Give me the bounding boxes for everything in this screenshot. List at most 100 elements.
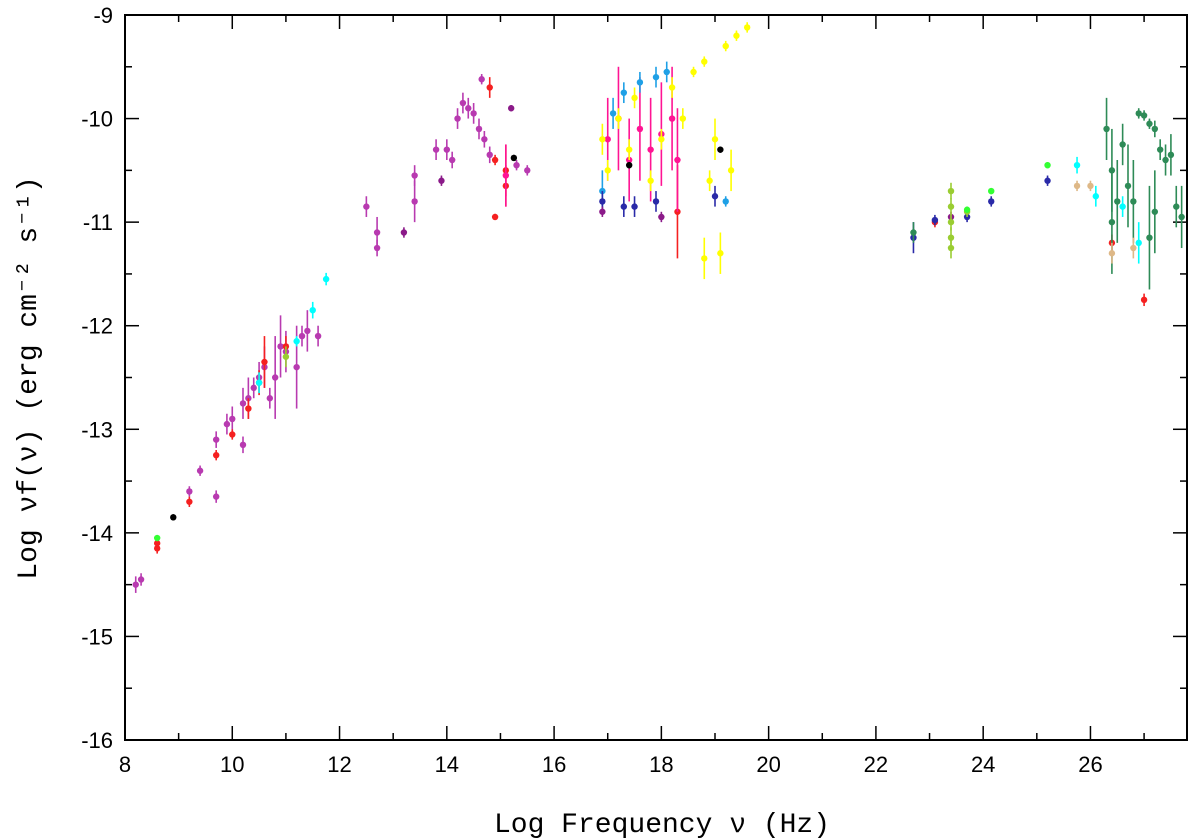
data-point	[947, 244, 955, 252]
data-point	[465, 105, 472, 112]
data-point	[266, 395, 274, 402]
data-point	[510, 154, 518, 162]
data-point	[524, 167, 531, 174]
data-point	[481, 136, 488, 143]
data-point	[668, 115, 676, 122]
data-point	[1124, 182, 1132, 190]
data-point	[663, 68, 670, 76]
y-tick-label: -14	[81, 521, 113, 546]
data-point	[647, 146, 654, 153]
data-point	[1119, 203, 1126, 210]
data-point	[1178, 213, 1185, 221]
data-point	[722, 198, 729, 205]
data-point	[186, 498, 193, 505]
data-point	[1162, 156, 1169, 164]
data-point	[1156, 146, 1164, 153]
data-point	[1044, 177, 1051, 184]
data-point	[212, 451, 220, 459]
data-point	[599, 208, 606, 215]
x-tick-label: 24	[971, 752, 995, 777]
data-point	[223, 420, 231, 428]
data-point	[1151, 208, 1159, 215]
series-11	[153, 161, 1051, 542]
data-point	[652, 198, 660, 205]
data-point	[314, 332, 322, 340]
data-point	[513, 161, 520, 169]
data-point	[599, 198, 606, 205]
data-point	[309, 306, 316, 314]
data-point	[438, 177, 445, 184]
data-point	[373, 244, 381, 252]
data-point	[604, 136, 611, 143]
data-point	[1073, 182, 1081, 190]
data-point	[947, 218, 955, 226]
data-point	[212, 436, 220, 443]
x-tick-label: 14	[435, 752, 459, 777]
data-point	[910, 229, 917, 236]
data-point	[743, 24, 751, 31]
data-point	[658, 136, 665, 143]
data-point	[658, 213, 665, 221]
data-point	[931, 216, 939, 224]
plot-frame	[124, 14, 1188, 741]
data-point	[475, 125, 483, 133]
data-point	[282, 353, 290, 360]
data-point	[1146, 234, 1153, 241]
x-tick-label: 12	[327, 752, 351, 777]
data-point	[711, 136, 719, 143]
x-tick-label: 8	[119, 752, 131, 777]
data-point	[1151, 125, 1159, 133]
data-point	[631, 203, 638, 210]
data-point	[170, 514, 177, 521]
data-point	[373, 229, 381, 236]
data-point	[609, 110, 617, 117]
data-point	[733, 32, 740, 39]
data-point	[239, 441, 247, 449]
data-point	[261, 358, 268, 366]
data-point	[507, 105, 515, 112]
data-point	[448, 156, 456, 164]
data-point	[1108, 250, 1116, 257]
data-point	[255, 379, 263, 386]
data-point	[652, 73, 660, 81]
series-7	[400, 105, 955, 238]
y-tick-label: -11	[83, 210, 113, 235]
data-point	[701, 255, 708, 262]
data-point	[1130, 244, 1137, 252]
data-point	[478, 76, 485, 83]
data-point	[454, 115, 461, 122]
data-point	[947, 203, 955, 210]
x-tick-label: 22	[864, 752, 888, 777]
series-8	[282, 182, 971, 368]
data-point	[1087, 182, 1094, 190]
data-point	[668, 84, 676, 91]
data-point	[988, 198, 995, 205]
data-point	[701, 58, 708, 65]
y-tick-label: -15	[81, 624, 113, 649]
data-point	[470, 110, 477, 117]
x-tick-label: 26	[1078, 752, 1102, 777]
data-point	[690, 68, 697, 76]
series-5	[599, 175, 1051, 254]
data-point	[1119, 141, 1126, 148]
data-point	[1130, 198, 1137, 205]
data-point	[963, 206, 971, 213]
data-point	[679, 115, 687, 122]
data-point	[1103, 125, 1110, 133]
data-point	[271, 374, 279, 381]
data-point	[363, 203, 370, 210]
data-point	[988, 187, 995, 195]
data-point	[322, 275, 330, 283]
data-point	[277, 343, 284, 350]
data-point	[1167, 151, 1175, 159]
data-point	[229, 431, 236, 438]
data-point	[411, 172, 418, 179]
data-point	[717, 146, 724, 153]
data-point	[1135, 239, 1142, 247]
data-point	[153, 540, 161, 547]
data-point	[947, 187, 955, 195]
data-point	[1073, 161, 1081, 169]
data-point	[636, 79, 644, 86]
axis-ticks	[124, 14, 1187, 741]
data-point	[620, 89, 628, 96]
